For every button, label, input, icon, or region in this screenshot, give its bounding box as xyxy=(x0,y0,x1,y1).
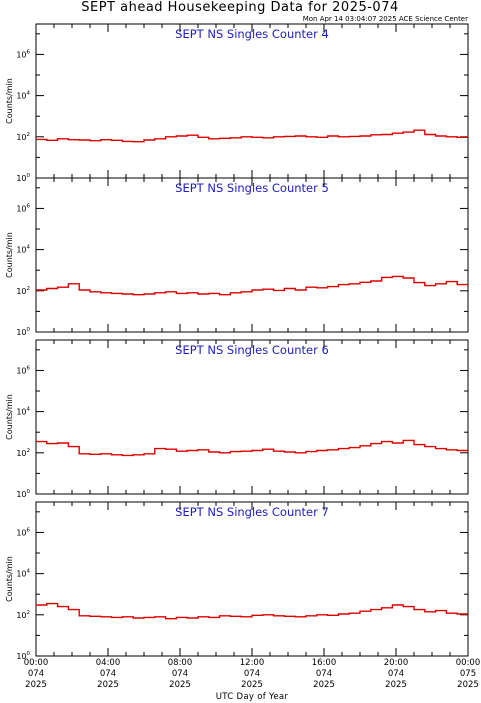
x-tick-label: 075 xyxy=(460,669,476,679)
x-tick-label: 00:00 xyxy=(24,658,49,668)
y-tick-label: 100 xyxy=(16,173,30,183)
timestamp: Mon Apr 14 03:04:07 2025 ACE Science Cen… xyxy=(303,15,468,23)
x-tick-label: 2025 xyxy=(385,680,407,690)
series-line xyxy=(36,129,468,143)
y-tick-label: 106 xyxy=(16,527,30,537)
chart-panel-2: SEPT NS Singles Counter 5 Counts/min 100 10… xyxy=(5,177,469,337)
series-line xyxy=(36,439,468,457)
x-tick-label: 074 xyxy=(244,669,260,679)
y-tick-label: 104 xyxy=(16,569,30,579)
panel-title: SEPT NS Singles Counter 4 xyxy=(175,27,329,41)
y-tick-label: 100 xyxy=(16,489,30,499)
x-tick-label: 16:00 xyxy=(312,658,337,668)
y-tick-label: 102 xyxy=(16,448,30,458)
x-tick-label: 074 xyxy=(388,669,404,679)
x-tick-label: 2025 xyxy=(241,680,263,690)
x-tick-label: 2025 xyxy=(25,680,47,690)
plot-frame xyxy=(35,501,469,657)
x-tick-label: 12:00 xyxy=(240,658,265,668)
y-axis-label: Counts/min xyxy=(5,232,14,278)
y-tick-label: 104 xyxy=(16,245,30,255)
x-tick-label: 00:00 xyxy=(456,658,481,668)
panel-title: SEPT NS Singles Counter 6 xyxy=(175,343,329,357)
y-tick-label: 102 xyxy=(16,132,30,142)
x-tick-label: 08:00 xyxy=(168,658,193,668)
x-tick-label: 04:00 xyxy=(96,658,121,668)
x-tick-label: 2025 xyxy=(457,680,479,690)
x-tick-label: 2025 xyxy=(313,680,335,690)
x-tick-label: 2025 xyxy=(169,680,191,690)
y-tick-label: 100 xyxy=(16,327,30,337)
y-tick-label: 106 xyxy=(16,365,30,375)
chart-panel-4: SEPT NS Singles Counter 7 Counts/min 100 10… xyxy=(5,501,469,661)
y-tick-label: 104 xyxy=(16,91,30,101)
x-tick-label: 074 xyxy=(28,669,44,679)
x-tick-label: 20:00 xyxy=(384,658,409,668)
panel-title: SEPT NS Singles Counter 7 xyxy=(175,505,329,519)
series-line xyxy=(36,602,468,620)
y-tick-label: 102 xyxy=(16,610,30,620)
plot-frame xyxy=(35,339,469,495)
y-tick-label: 106 xyxy=(16,203,30,213)
y-tick-label: 100 xyxy=(16,651,30,661)
x-axis-title: UTC Day of Year xyxy=(216,692,289,702)
x-tick-label: 074 xyxy=(100,669,116,679)
panels-group: SEPT NS Singles Counter 4 Counts/min 100 10… xyxy=(5,23,469,661)
x-tick-label: 074 xyxy=(172,669,188,679)
panel-title: SEPT NS Singles Counter 5 xyxy=(175,181,329,195)
chart-panel-3: SEPT NS Singles Counter 6 Counts/min 100 10… xyxy=(5,339,469,499)
x-axis-labels: 00:00074202504:00074202508:00074202512:0… xyxy=(24,658,481,690)
y-axis-label: Counts/min xyxy=(5,394,14,440)
y-axis-label: Counts/min xyxy=(5,556,14,602)
y-tick-label: 102 xyxy=(16,286,30,296)
y-tick-label: 106 xyxy=(16,49,30,59)
x-tick-label: 2025 xyxy=(97,680,119,690)
y-axis-label: Counts/min xyxy=(5,78,14,124)
figure-title: SEPT ahead Housekeeping Data for 2025-07… xyxy=(81,0,399,15)
y-tick-label: 104 xyxy=(16,407,30,417)
plot-frame xyxy=(35,23,469,179)
plot-frame xyxy=(35,177,469,333)
chart-panel-1: SEPT NS Singles Counter 4 Counts/min 100 10… xyxy=(5,23,469,183)
series-line xyxy=(36,275,468,296)
x-tick-label: 074 xyxy=(316,669,332,679)
